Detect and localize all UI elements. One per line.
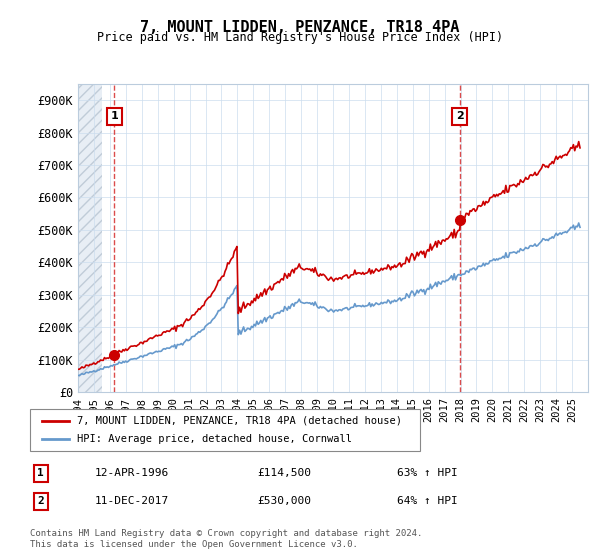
Text: HPI: Average price, detached house, Cornwall: HPI: Average price, detached house, Corn… <box>77 434 352 444</box>
Text: 2: 2 <box>37 496 44 506</box>
Text: 7, MOUNT LIDDEN, PENZANCE, TR18 4PA (detached house): 7, MOUNT LIDDEN, PENZANCE, TR18 4PA (det… <box>77 416 402 426</box>
Text: 63% ↑ HPI: 63% ↑ HPI <box>397 468 458 478</box>
Text: 12-APR-1996: 12-APR-1996 <box>95 468 169 478</box>
Text: 7, MOUNT LIDDEN, PENZANCE, TR18 4PA: 7, MOUNT LIDDEN, PENZANCE, TR18 4PA <box>140 20 460 35</box>
Text: 1: 1 <box>110 111 118 122</box>
Text: 2: 2 <box>455 111 463 122</box>
Text: 11-DEC-2017: 11-DEC-2017 <box>95 496 169 506</box>
Text: £530,000: £530,000 <box>257 496 311 506</box>
Text: Price paid vs. HM Land Registry's House Price Index (HPI): Price paid vs. HM Land Registry's House … <box>97 31 503 44</box>
Text: 64% ↑ HPI: 64% ↑ HPI <box>397 496 458 506</box>
Text: Contains HM Land Registry data © Crown copyright and database right 2024.
This d: Contains HM Land Registry data © Crown c… <box>30 529 422 549</box>
Text: 1: 1 <box>37 468 44 478</box>
FancyBboxPatch shape <box>30 409 420 451</box>
Text: £114,500: £114,500 <box>257 468 311 478</box>
Bar <box>78 84 102 392</box>
